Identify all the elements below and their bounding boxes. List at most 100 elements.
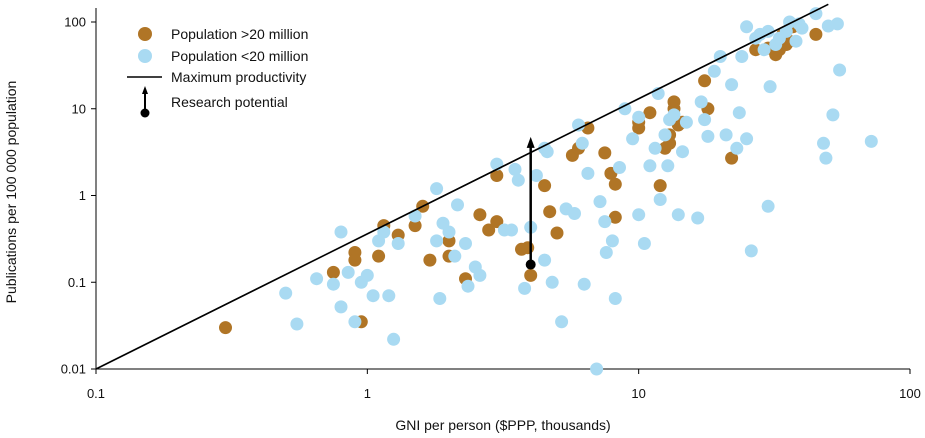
point-small-population [744, 244, 758, 258]
point-small-population [326, 277, 340, 291]
point-large-population [598, 146, 612, 160]
data-points [219, 7, 878, 376]
legend-swatch-dot [138, 49, 152, 63]
point-small-population [763, 80, 777, 94]
point-small-population [740, 20, 754, 34]
point-small-population [732, 106, 746, 120]
y-axis-title: Publications per 100 000 population [3, 81, 19, 304]
point-large-population [521, 241, 535, 255]
point-small-population [334, 225, 348, 239]
point-small-population [408, 209, 422, 223]
point-small-population [442, 225, 456, 239]
point-small-population [626, 132, 640, 146]
point-small-population [658, 128, 672, 142]
point-small-population [279, 286, 293, 300]
y-tick-label: 0.1 [68, 275, 86, 290]
point-large-population [608, 210, 622, 224]
point-small-population [632, 110, 646, 124]
point-large-population [809, 27, 823, 41]
point-small-population [461, 279, 475, 293]
overlays [95, 3, 829, 370]
point-small-population [505, 223, 518, 237]
point-large-population [643, 106, 657, 120]
y-ticks: 0.01 0.1 1 10 100 [61, 15, 96, 377]
point-large-population [490, 169, 504, 182]
point-small-population [590, 362, 604, 376]
point-small-population [572, 118, 585, 132]
point-small-population [735, 50, 749, 63]
point-small-population [691, 211, 705, 225]
point-large-population [543, 205, 557, 219]
point-small-population [555, 315, 569, 329]
point-large-population [608, 177, 622, 191]
point-small-population [864, 134, 878, 148]
legend-swatch-dot [138, 27, 152, 41]
point-small-population [618, 102, 632, 116]
point-small-population [795, 21, 809, 35]
point-small-population [334, 300, 348, 314]
point-small-population [671, 208, 685, 222]
point-large-population [408, 219, 422, 233]
y-tick-label: 10 [72, 101, 86, 116]
point-small-population [817, 136, 830, 150]
point-large-population [698, 74, 712, 88]
point-large-population [725, 151, 739, 165]
point-small-population [740, 132, 754, 146]
x-tick-label: 1 [364, 386, 371, 401]
research-potential-arrow-head [526, 136, 535, 148]
point-small-population [598, 215, 612, 229]
point-small-population [648, 141, 662, 155]
point-small-population [653, 193, 667, 206]
research-potential-dot [525, 259, 536, 270]
point-large-population [482, 223, 496, 237]
x-tick-label: 0.1 [87, 386, 105, 401]
point-small-population [377, 225, 391, 239]
point-small-population [290, 317, 304, 331]
point-small-population [761, 199, 775, 213]
point-small-population [826, 108, 840, 122]
point-small-population [430, 182, 444, 196]
point-small-population [789, 34, 803, 48]
point-small-population [518, 281, 532, 295]
point-small-population [719, 128, 733, 142]
point-small-population [761, 24, 775, 38]
legend-arrow-dot [140, 108, 150, 118]
point-small-population [341, 265, 355, 279]
point-small-population [348, 315, 362, 329]
legend-label: Research potential [171, 94, 288, 110]
point-small-population [613, 161, 626, 174]
point-small-population [701, 129, 715, 143]
point-small-population [605, 234, 619, 248]
axes [95, 8, 910, 370]
point-large-population [524, 268, 538, 282]
legend: Population >20 million Population <20 mil… [127, 26, 308, 118]
x-tick-label: 10 [631, 386, 645, 401]
point-small-population [508, 162, 522, 176]
point-large-population [372, 249, 386, 263]
point-small-population [661, 159, 675, 173]
point-small-population [637, 237, 651, 250]
y-tick-label: 1 [79, 188, 86, 203]
point-small-population [366, 289, 380, 303]
point-large-population [348, 253, 362, 267]
point-small-population [679, 115, 693, 129]
point-large-population [653, 179, 667, 193]
point-small-population [581, 166, 595, 180]
point-small-population [511, 173, 525, 187]
point-large-population [219, 321, 232, 335]
point-small-population [382, 289, 396, 303]
point-small-population [809, 7, 823, 21]
point-small-population [833, 63, 847, 77]
point-large-population [490, 215, 504, 229]
legend-arrow-head [142, 86, 148, 94]
point-small-population [433, 292, 447, 305]
point-small-population [608, 292, 622, 305]
point-small-population [667, 108, 681, 122]
point-small-population [599, 246, 613, 259]
point-small-population [694, 95, 708, 109]
point-small-population [819, 151, 833, 165]
point-large-population [550, 226, 564, 240]
point-large-population [473, 208, 487, 222]
y-tick-label: 0.01 [61, 362, 86, 377]
point-small-population [538, 253, 552, 267]
